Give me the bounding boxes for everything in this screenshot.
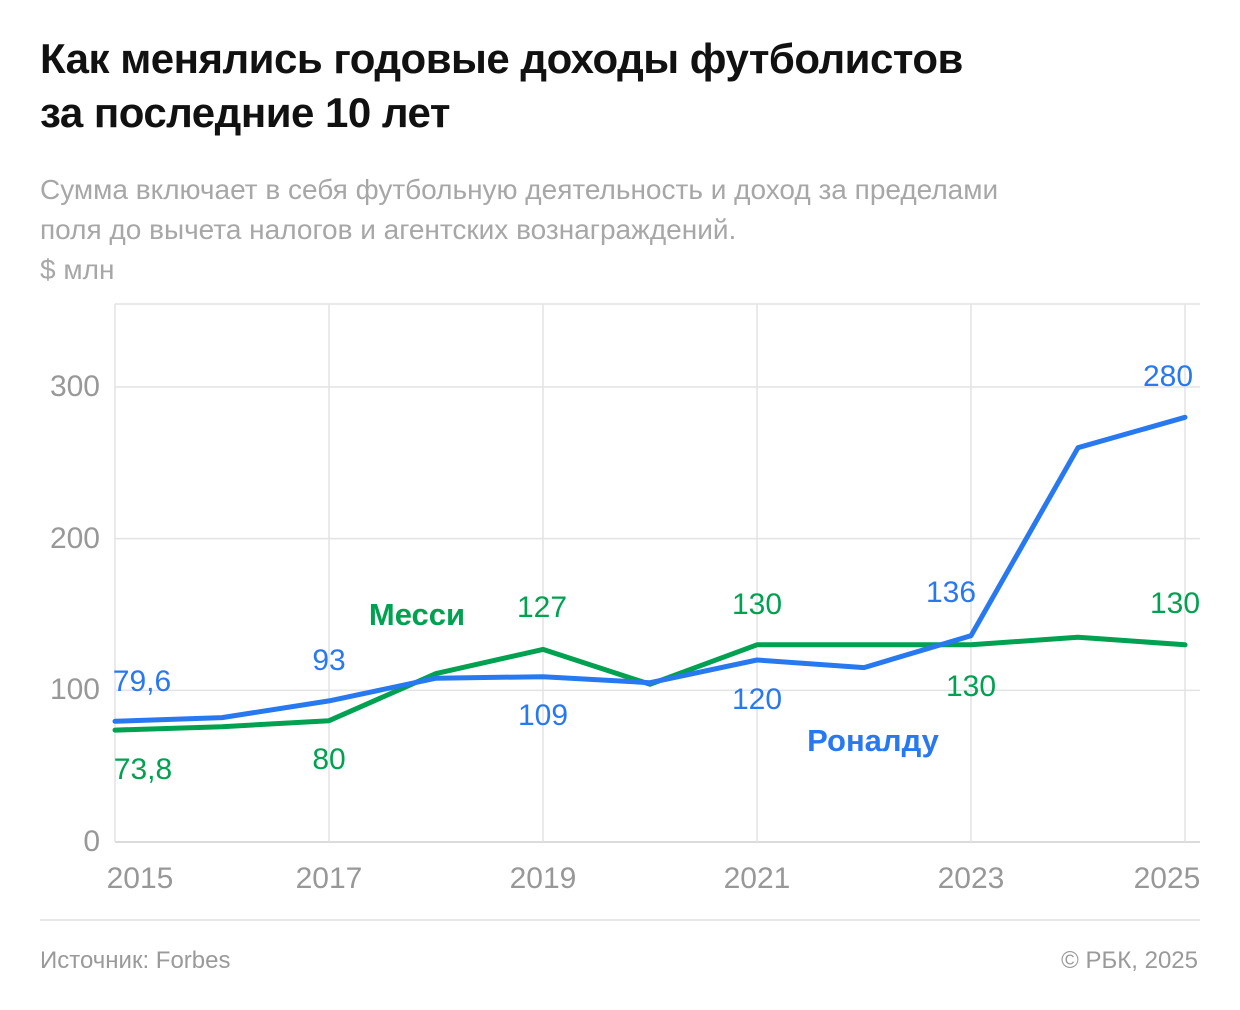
series-line-ronaldu bbox=[112, 414, 1188, 724]
data-label-ronaldu-2015: 79,6 bbox=[112, 665, 172, 699]
x-tick-label-2015: 2015 bbox=[106, 862, 174, 895]
x-tick-label-2025: 2025 bbox=[1133, 862, 1201, 895]
page-title: Как менялись годовые доходы футболистов з… bbox=[40, 32, 1210, 140]
x-tick-label-2021: 2021 bbox=[723, 862, 791, 895]
copyright-label: © РБК, 2025 bbox=[1061, 947, 1198, 974]
x-tick-label-2023: 2023 bbox=[937, 862, 1005, 895]
data-label-messi-2023: 130 bbox=[945, 669, 997, 703]
y-tick-label-0: 0 bbox=[83, 825, 100, 858]
data-label-messi-2015: 73,8 bbox=[113, 753, 173, 787]
x-tick-label-2019: 2019 bbox=[509, 862, 577, 895]
data-label-messi-2019: 127 bbox=[516, 591, 568, 625]
data-label-ronaldu-2023: 136 bbox=[925, 575, 977, 609]
subtitle-line-1: Сумма включает в себя футбольную деятель… bbox=[40, 174, 999, 205]
data-label-messi-2021: 130 bbox=[731, 587, 783, 621]
subtitle-line-2: поля до вычета налогов и агентских возна… bbox=[40, 214, 737, 245]
data-label-ronaldu-2017: 93 bbox=[312, 643, 346, 677]
footer-divider bbox=[40, 919, 1200, 921]
title-line-1: Как менялись годовые доходы футболистов bbox=[40, 35, 963, 82]
data-label-ronaldu-2025: 280 bbox=[1142, 360, 1194, 394]
data-label-messi-2025: 130 bbox=[1149, 586, 1201, 620]
source-label: Источник: Forbes bbox=[40, 947, 231, 974]
chart-header: Как менялись годовые доходы футболистов з… bbox=[40, 32, 1210, 290]
data-label-messi-2017: 80 bbox=[312, 742, 346, 776]
unit-label: $ млн bbox=[40, 254, 115, 285]
title-line-2: за последние 10 лет bbox=[40, 89, 450, 136]
chart-subtitle: Сумма включает в себя футбольную деятель… bbox=[40, 170, 1210, 290]
y-tick-label-100: 100 bbox=[49, 673, 100, 707]
series-label-ronaldu: Роналду bbox=[807, 723, 939, 758]
x-tick-label-2017: 2017 bbox=[295, 862, 363, 895]
y-tick-label-200: 200 bbox=[49, 521, 100, 555]
data-label-ronaldu-2019: 109 bbox=[517, 698, 569, 732]
data-label-ronaldu-2021: 120 bbox=[731, 682, 783, 716]
y-tick-label-300: 300 bbox=[49, 369, 100, 403]
series-label-messi: Месси bbox=[368, 597, 466, 632]
